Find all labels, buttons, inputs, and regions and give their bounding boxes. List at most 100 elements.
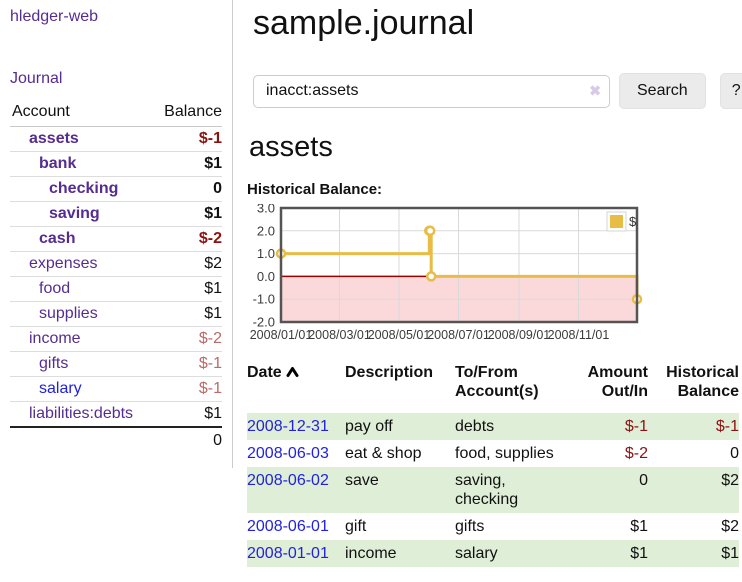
transaction-date-link[interactable]: 2008-06-01: [247, 518, 329, 535]
transaction-amount: $-1: [624, 418, 648, 435]
svg-text:2008/03/01: 2008/03/01: [308, 328, 371, 342]
transaction-description: save: [345, 472, 379, 489]
svg-text:0.0: 0.0: [257, 269, 275, 284]
account-link[interactable]: assets: [29, 130, 79, 147]
sidebar-inner: hledger-web Journal Account Balance asse…: [0, 0, 233, 468]
search-input-wrap: ✖: [253, 74, 610, 108]
transaction-balance: $-1: [715, 418, 739, 435]
account-balance: $1: [204, 280, 222, 297]
account-row: supplies $1: [10, 301, 222, 327]
transaction-accounts: saving, checking: [455, 472, 519, 508]
sidebar-item-journal[interactable]: Journal: [10, 70, 63, 87]
svg-text:2008/01/01: 2008/01/01: [250, 328, 313, 342]
chart-data-point: [424, 225, 436, 237]
account-row: food $1: [10, 276, 222, 302]
account-link[interactable]: salary: [39, 380, 82, 397]
search-input[interactable]: [253, 74, 610, 108]
account-link[interactable]: expenses: [29, 255, 98, 272]
svg-text:3.0: 3.0: [257, 204, 275, 216]
main-content: sample.journal ✖ Search ? assets Histori…: [233, 0, 742, 567]
account-balance: $-1: [198, 380, 222, 397]
transaction-amount: $1: [630, 518, 648, 535]
transaction-balance: $2: [721, 518, 739, 535]
account-row: bank $1: [10, 151, 222, 177]
transaction-amount: $1: [630, 545, 648, 562]
transaction-accounts: food, supplies: [455, 445, 554, 462]
svg-text:1.0: 1.0: [257, 246, 275, 261]
account-link[interactable]: food: [39, 280, 71, 297]
sidebar: hledger-web Journal Account Balance asse…: [0, 0, 233, 468]
account-row: cash $-2: [10, 226, 222, 252]
search-row: ✖ Search ?: [253, 73, 742, 109]
account-balance: $-2: [198, 230, 222, 247]
account-balance: $-1: [198, 130, 222, 147]
account-link[interactable]: saving: [49, 205, 100, 222]
accounts-header-row: Account Balance: [10, 100, 222, 127]
chart-legend-swatch: [610, 215, 623, 228]
help-button[interactable]: ?: [719, 73, 742, 109]
account-balance: $1: [204, 305, 222, 322]
register-header-row: Date Description To/From Account(s) Amou…: [247, 361, 739, 413]
chart-legend-label: $: [629, 214, 637, 229]
register-header-description: Description: [345, 364, 434, 381]
account-link[interactable]: bank: [39, 155, 77, 172]
account-row: saving $1: [10, 201, 222, 227]
svg-text:2.0: 2.0: [257, 223, 275, 238]
transaction-description: gift: [345, 518, 367, 535]
sort-ascending-icon: [286, 367, 299, 377]
register-row[interactable]: 2008-06-03 eat & shop food, supplies $-2 0: [247, 440, 739, 467]
account-link[interactable]: checking: [49, 180, 119, 197]
account-heading: assets: [249, 131, 333, 163]
accounts-header-balance: Balance: [152, 100, 222, 127]
accounts-total-row: 0: [10, 426, 222, 452]
chart-data-point: [425, 271, 437, 282]
account-balance: $1: [204, 155, 222, 172]
account-row: gifts $-1: [10, 351, 222, 377]
register-header-balance: Historical Balance: [666, 364, 739, 400]
register-row[interactable]: 2008-06-02 save saving, checking 0 $2: [247, 467, 739, 513]
register-row[interactable]: 2008-01-01 income salary $1 $1: [247, 540, 739, 567]
register-header-date[interactable]: Date: [247, 361, 345, 413]
transaction-accounts: salary: [455, 545, 498, 562]
search-button[interactable]: Search: [619, 73, 706, 109]
chart-legend: $: [606, 211, 637, 232]
account-link[interactable]: liabilities:debts: [29, 405, 134, 422]
account-row: assets $-1: [10, 126, 222, 152]
clear-search-icon[interactable]: ✖: [589, 82, 601, 99]
account-link[interactable]: gifts: [39, 355, 69, 372]
app-title-link[interactable]: hledger-web: [10, 8, 99, 25]
svg-text:2008/05/01: 2008/05/01: [368, 328, 431, 342]
chart-x-axis-labels: 2008/01/012008/03/012008/05/012008/07/01…: [250, 328, 610, 342]
svg-text:-2.0: -2.0: [253, 315, 275, 330]
register-row[interactable]: 2008-12-31 pay off debts $-1 $-1: [247, 413, 739, 440]
accounts-header-account: Account: [10, 100, 153, 127]
historical-balance-chart: $3.0 2.0 1.0 0.0 -1.0 -2.0 2008/01/01 2008/03/0…: [247, 201, 742, 344]
transaction-balance: $2: [721, 472, 739, 489]
account-row: expenses $2: [10, 251, 222, 277]
transaction-amount: 0: [639, 472, 648, 489]
account-balance: $1: [204, 205, 222, 222]
account-row: income $-2: [10, 326, 222, 352]
transaction-description: eat & shop: [345, 445, 422, 462]
register-row[interactable]: 2008-06-01 gift gifts $1 $2: [247, 513, 739, 540]
account-balance: $2: [204, 255, 222, 272]
register-table: Date Description To/From Account(s) Amou…: [247, 361, 739, 567]
svg-text:2008/11/01: 2008/11/01: [548, 328, 610, 342]
account-balance: $-1: [198, 355, 222, 372]
account-link[interactable]: income: [29, 330, 81, 347]
transaction-date-link[interactable]: 2008-01-01: [247, 545, 329, 562]
account-row: salary $-1: [10, 376, 222, 402]
register-header-tofrom: To/From Account(s): [455, 364, 539, 400]
account-link[interactable]: supplies: [39, 305, 98, 322]
chart-title: Historical Balance:: [247, 181, 383, 198]
svg-text:2008/07/01: 2008/07/01: [427, 328, 490, 342]
transaction-date-link[interactable]: 2008-06-02: [247, 472, 329, 489]
transaction-date-link[interactable]: 2008-12-31: [247, 418, 329, 435]
accounts-total-value: 0: [152, 426, 222, 452]
transaction-balance: 0: [730, 445, 739, 462]
account-link[interactable]: cash: [39, 230, 76, 247]
svg-text:-1.0: -1.0: [253, 292, 275, 307]
transaction-date-link[interactable]: 2008-06-03: [247, 445, 329, 462]
transaction-amount: $-2: [624, 445, 648, 462]
transaction-accounts: gifts: [455, 518, 485, 535]
